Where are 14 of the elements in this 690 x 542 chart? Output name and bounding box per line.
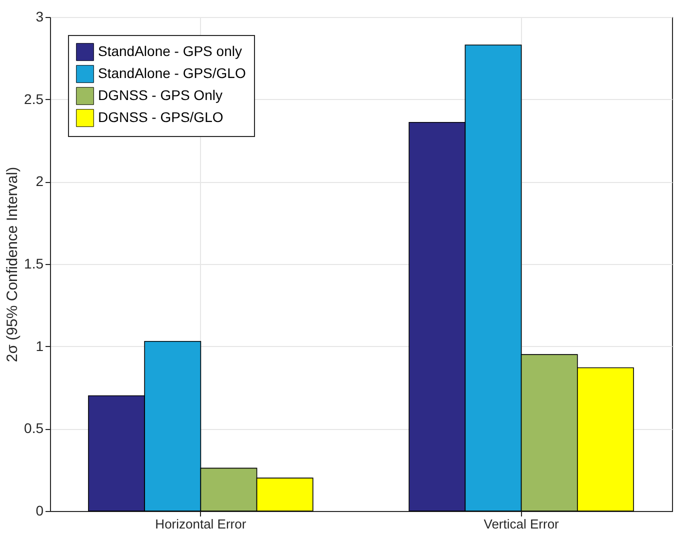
- y-tick-label: 3: [36, 8, 44, 24]
- y-tick-label: 0.5: [24, 420, 44, 436]
- legend-label: StandAlone - GPS only: [98, 43, 242, 59]
- y-tick-label: 2: [36, 173, 44, 190]
- y-tick-label: 1: [36, 338, 44, 354]
- legend-label: DGNSS - GPS Only: [98, 87, 222, 103]
- legend-label: StandAlone - GPS/GLO: [98, 65, 246, 81]
- y-tick-label: 0: [36, 502, 44, 518]
- y-tick-label: 1.5: [24, 256, 44, 272]
- x-tick-label: Vertical Error: [484, 516, 560, 532]
- y-tick-label: 2.5: [24, 90, 44, 107]
- legend-label: DGNSS - GPS/GLO: [98, 109, 224, 125]
- x-tick-label: Horizontal Error: [155, 516, 247, 532]
- y-axis-title: 2σ (95% Confidence Interval): [4, 166, 22, 362]
